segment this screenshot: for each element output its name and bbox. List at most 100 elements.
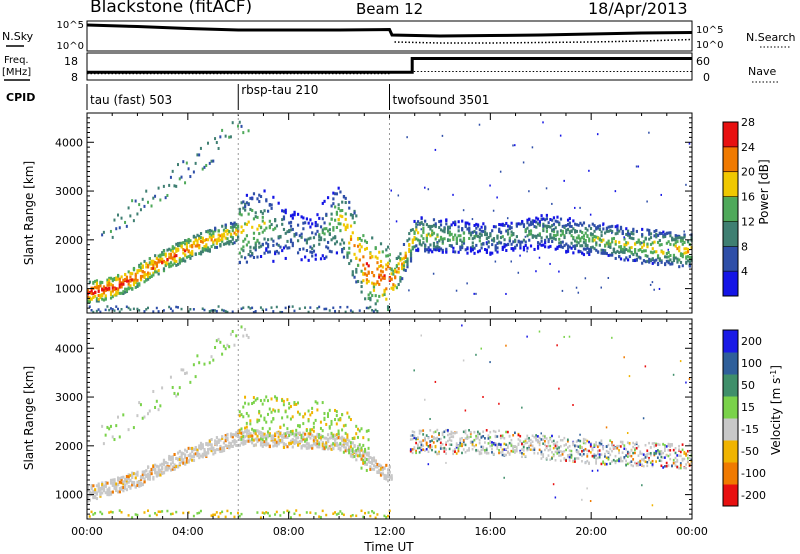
velocity-cell [120, 486, 123, 490]
velocity-cell [154, 512, 157, 515]
freq-series-line [87, 57, 692, 74]
power-cell [429, 227, 432, 231]
velocity-cell [598, 449, 601, 452]
colorbar-tick-label: 15 [741, 401, 755, 414]
power-cell [328, 249, 331, 253]
velocity-cell [596, 452, 599, 456]
power-cell [536, 233, 540, 237]
power-cell [369, 296, 372, 300]
power-cell [427, 188, 430, 191]
power-cell [478, 228, 481, 232]
power-cell [94, 294, 97, 298]
power-cell [217, 233, 220, 237]
power-cell [439, 237, 443, 241]
power-cell [146, 265, 150, 269]
velocity-cell [648, 458, 650, 462]
velocity-cell [674, 461, 677, 464]
power-cell [360, 280, 363, 284]
power-cell [397, 267, 400, 271]
velocity-cell [455, 444, 458, 448]
x-tick-label: 16:00 [474, 525, 506, 538]
power-cell [558, 241, 561, 245]
velocity-cell [589, 443, 592, 446]
power-cell [415, 228, 418, 232]
velocity-cell [372, 467, 376, 471]
velocity-cell [344, 446, 347, 450]
power-cell [268, 250, 271, 254]
velocity-cell [556, 449, 559, 453]
power-cell [289, 238, 293, 242]
power-cell [224, 134, 227, 138]
power-cell [270, 206, 273, 210]
velocity-cell [245, 333, 248, 337]
power-cell [138, 309, 141, 312]
y-tick-label: 1000 [55, 489, 83, 502]
power-cell [397, 283, 400, 287]
power-cell [646, 242, 649, 246]
power-cell [268, 219, 271, 223]
power-cell [602, 222, 605, 226]
velocity-cell [489, 436, 492, 439]
power-cell [413, 219, 416, 223]
power-cell [686, 239, 690, 243]
power-cell [203, 308, 206, 312]
velocity-cell [254, 443, 257, 447]
velocity-cell [286, 427, 289, 431]
velocity-cell [242, 440, 245, 444]
power-cell [281, 310, 284, 314]
power-cell [111, 308, 114, 311]
power-cell [351, 270, 354, 274]
velocity-cell [431, 439, 433, 442]
velocity-cell [318, 444, 321, 448]
velocity-cell [353, 449, 356, 453]
power-cell [291, 244, 294, 248]
velocity-cell [480, 436, 483, 439]
power-cell [489, 184, 491, 187]
velocity-cell [169, 468, 173, 472]
velocity-cell [349, 452, 353, 456]
velocity-cell [268, 434, 271, 438]
velocity-cell [575, 440, 578, 443]
power-cell [150, 262, 153, 266]
velocity-cell [254, 398, 257, 402]
power-cell [252, 236, 256, 240]
velocity-cell [388, 465, 391, 469]
power-cell [637, 238, 640, 242]
power-cell [422, 241, 425, 245]
power-cell [344, 196, 347, 200]
power-cell [275, 249, 279, 253]
power-cell [101, 297, 104, 301]
power-cell [376, 261, 379, 265]
power-cell [196, 233, 199, 237]
power-cell [415, 225, 418, 229]
power-cell [674, 234, 677, 238]
velocity-cell [521, 442, 523, 446]
velocity-cell [136, 483, 139, 487]
power-cell [254, 241, 257, 245]
power-cell [404, 268, 407, 272]
velocity-cell [238, 414, 241, 418]
power-cell [526, 250, 528, 253]
power-cell [316, 213, 319, 217]
power-cell [480, 229, 483, 233]
velocity-cell [355, 458, 358, 462]
power-cell [281, 209, 284, 213]
velocity-cell [341, 444, 344, 448]
power-cell [261, 211, 264, 215]
power-cell [639, 241, 642, 245]
power-cell [245, 201, 249, 205]
velocity-cell [270, 397, 273, 401]
velocity-cell [542, 434, 545, 438]
power-cell [272, 228, 275, 232]
velocity-cell [669, 449, 672, 452]
velocity-cell [476, 449, 479, 452]
noise-right-tick-top: 10^5 [696, 25, 723, 36]
velocity-cell [409, 438, 412, 441]
power-cell [512, 240, 515, 244]
power-cell [522, 238, 526, 242]
velocity-cell [561, 453, 564, 456]
power-cell [263, 209, 266, 213]
power-cell [491, 229, 494, 233]
power-cell [265, 308, 268, 311]
power-cell [332, 202, 335, 206]
